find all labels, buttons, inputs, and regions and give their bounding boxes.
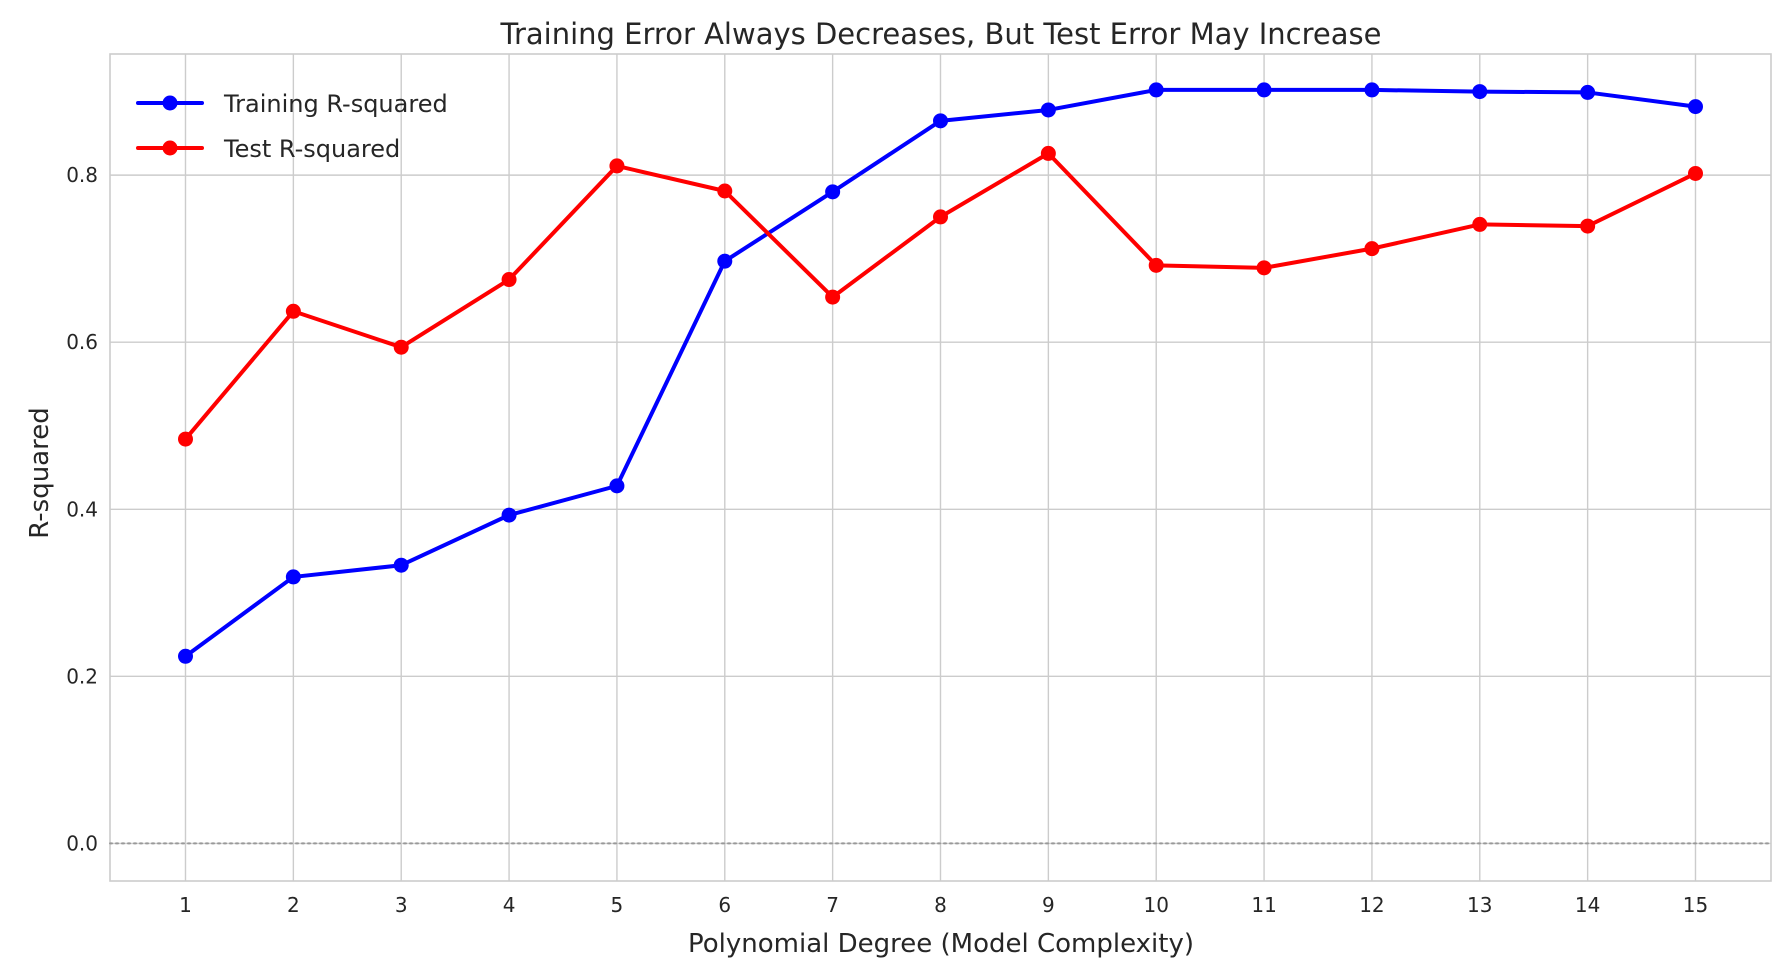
data-point [501,507,517,523]
legend-item: Training R-squared [136,90,448,118]
x-tick-label: 5 [611,893,624,917]
legend-marker [162,95,178,111]
series-test [178,145,1703,447]
y-tick-label: 0.2 [66,664,98,688]
y-tick-label: 0.4 [66,497,98,521]
data-point [1148,257,1164,273]
y-tick-labels: 0.0 0.2 0.4 0.6 0.8 [66,163,98,855]
data-point [1472,84,1488,100]
grid [110,54,1771,881]
legend: Training R-squared Test R-squared [136,90,448,163]
data-point [1580,218,1596,234]
x-tick-label: 3 [395,893,408,917]
x-tick-label: 1 [179,893,192,917]
x-tick-label: 12 [1359,893,1384,917]
series [178,82,1703,664]
data-point [1472,216,1488,232]
legend-item: Test R-squared [136,135,400,163]
data-point [393,339,409,355]
data-point [1688,165,1703,181]
data-point [1040,102,1056,118]
x-tick-label: 14 [1575,893,1600,917]
x-tick-label: 6 [718,893,731,917]
data-point [825,184,841,200]
y-axis-label: R-squared [25,407,55,538]
legend-label: Test R-squared [223,135,400,163]
series-training [178,82,1703,664]
data-point [1256,82,1272,98]
x-tick-label: 9 [1042,893,1055,917]
x-tick-label: 8 [934,893,947,917]
data-point [285,303,301,319]
data-point [393,557,409,573]
data-point [1148,82,1164,98]
data-point [1364,241,1380,257]
data-point [609,478,625,494]
data-point [717,253,733,269]
x-tick-label: 2 [287,893,300,917]
x-tick-label: 15 [1683,893,1708,917]
x-tick-label: 13 [1467,893,1492,917]
data-point [1256,260,1272,276]
data-point [1580,84,1596,100]
data-point [933,209,948,225]
x-axis-label: Polynomial Degree (Model Complexity) [688,929,1194,959]
chart-title: Training Error Always Decreases, But Tes… [500,17,1382,51]
x-tick-label: 11 [1251,893,1276,917]
data-point [1364,82,1380,98]
data-point [609,158,625,174]
data-point [178,648,193,664]
x-tick-labels: 1 2 3 4 5 6 7 8 9 10 11 12 13 14 15 [179,893,1708,917]
data-point [933,113,948,129]
x-tick-label: 10 [1143,893,1168,917]
data-point [1688,99,1703,115]
x-tick-label: 4 [503,893,516,917]
data-point [285,569,301,585]
plot-frame [109,53,1772,882]
data-point [1040,145,1056,161]
data-point [825,289,841,305]
data-point [178,431,193,447]
x-tick-label: 7 [826,893,839,917]
y-tick-label: 0.0 [66,831,98,855]
legend-marker [162,140,178,156]
data-point [717,183,733,199]
data-point [501,272,517,288]
y-tick-label: 0.6 [66,330,98,354]
y-tick-label: 0.8 [66,163,98,187]
legend-label: Training R-squared [223,90,448,118]
